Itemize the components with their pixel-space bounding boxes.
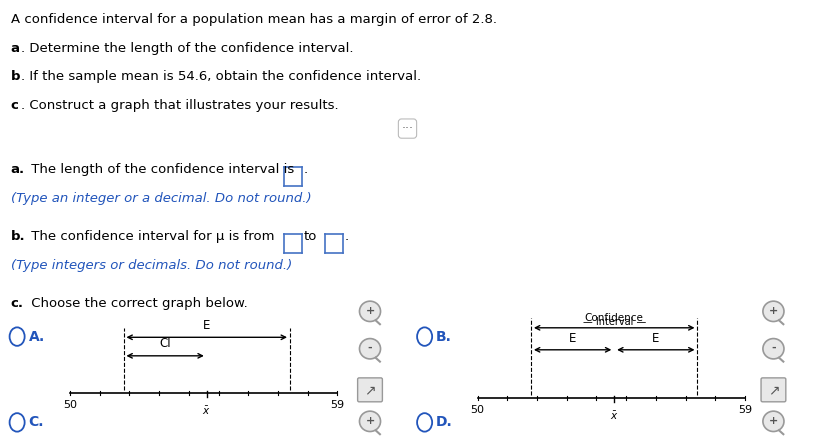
Text: -: - [368,343,372,353]
Text: 50: 50 [63,400,77,410]
Text: +: + [365,306,375,316]
Text: c: c [11,99,19,112]
Text: .: . [345,230,349,243]
Text: 59: 59 [330,400,345,410]
Circle shape [763,338,784,359]
Text: Confidence: Confidence [585,313,644,323]
Text: E: E [203,319,210,332]
Text: .: . [303,163,307,176]
Circle shape [359,301,381,322]
Text: to: to [304,230,317,243]
Text: . Determine the length of the confidence interval.: . Determine the length of the confidence… [21,42,354,55]
Text: +: + [769,416,778,426]
FancyBboxPatch shape [358,378,382,402]
Text: (Type an integer or a decimal. Do not round.): (Type an integer or a decimal. Do not ro… [11,192,311,205]
Text: ↗: ↗ [364,383,376,397]
Text: . Construct a graph that illustrates your results.: . Construct a graph that illustrates you… [21,99,339,112]
Text: ···: ··· [402,122,413,135]
Text: -: - [771,343,776,353]
Text: B.: B. [436,330,452,344]
Text: 50: 50 [470,405,485,415]
Text: A confidence interval for a population mean has a margin of error of 2.8.: A confidence interval for a population m… [11,13,496,26]
Text: A.: A. [29,330,45,344]
Text: — Interval —: — Interval — [583,317,645,327]
Circle shape [359,411,381,432]
Text: b.: b. [11,230,25,243]
Circle shape [359,338,381,359]
Circle shape [763,301,784,322]
Text: The length of the confidence interval is: The length of the confidence interval is [27,163,294,176]
Text: E: E [569,332,576,345]
Circle shape [763,411,784,432]
Text: Choose the correct graph below.: Choose the correct graph below. [27,297,248,310]
Text: +: + [365,416,375,426]
Text: The confidence interval for μ is from: The confidence interval for μ is from [27,230,275,243]
Text: $\bar{x}$: $\bar{x}$ [202,405,211,417]
Text: (Type integers or decimals. Do not round.): (Type integers or decimals. Do not round… [11,259,292,272]
Text: CI: CI [159,337,171,350]
Text: +: + [769,306,778,316]
Text: a: a [11,42,20,55]
Text: $\bar{x}$: $\bar{x}$ [610,410,619,422]
Text: ↗: ↗ [768,383,779,397]
Text: C.: C. [29,415,44,429]
Text: E: E [652,332,659,345]
Text: c.: c. [11,297,24,310]
Text: 59: 59 [738,405,752,415]
Text: . If the sample mean is 54.6, obtain the confidence interval.: . If the sample mean is 54.6, obtain the… [21,70,421,84]
Text: b: b [11,70,20,84]
FancyBboxPatch shape [761,378,786,402]
Text: a.: a. [11,163,24,176]
Text: D.: D. [436,415,453,429]
